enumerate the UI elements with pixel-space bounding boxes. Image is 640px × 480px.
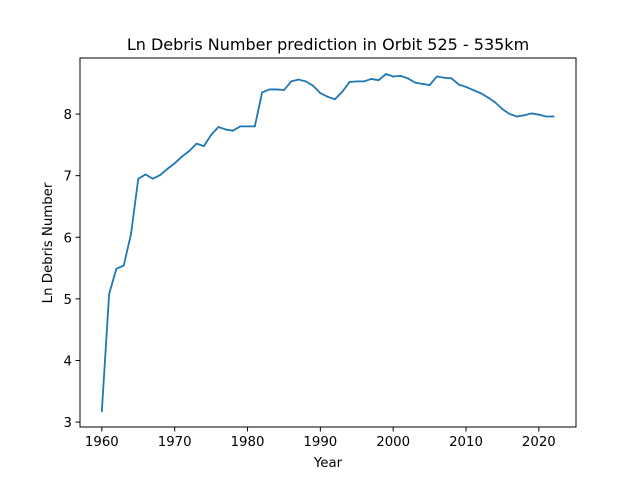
x-tick-label: 1990 (303, 435, 337, 450)
plot-area: 1960 1970 1980 1990 2000 2010 2020 3 4 5 6 7 8 (64, 57, 577, 450)
x-tick-label: 2010 (449, 435, 483, 450)
data-point (516, 115, 518, 118)
data-point (115, 267, 118, 270)
data-point (421, 82, 424, 85)
data-point (261, 91, 263, 94)
x-tick-label: 1970 (158, 435, 192, 450)
data-point (130, 233, 132, 236)
data-point (385, 73, 387, 75)
data-point (530, 112, 533, 115)
data-point (108, 293, 111, 295)
data-point (246, 125, 249, 128)
data-point (166, 167, 169, 170)
axes-frame (79, 57, 577, 428)
data-point (210, 134, 213, 136)
data-point (399, 74, 402, 77)
data-point (326, 95, 329, 98)
data-point (508, 113, 511, 115)
y-tick-label: 3 (64, 416, 72, 431)
data-point (370, 78, 373, 80)
data-point (100, 410, 103, 412)
data-point (195, 142, 198, 145)
data-point (173, 162, 176, 165)
data-point (202, 145, 205, 147)
data-point (217, 126, 220, 128)
data-point (304, 80, 307, 83)
data-point (151, 177, 154, 180)
data-point (443, 76, 446, 79)
data-point (465, 86, 467, 88)
data-point (144, 173, 147, 176)
data-point (122, 264, 125, 267)
x-axis-label: Year (313, 456, 343, 471)
data-point (377, 79, 380, 82)
data-point (435, 75, 438, 78)
data-point (253, 125, 256, 128)
data-point (137, 177, 140, 180)
y-axis-label: Ln Debris Number (41, 182, 56, 303)
data-point (239, 125, 242, 128)
x-tick-label: 2000 (376, 435, 410, 450)
data-point (319, 92, 322, 95)
y-tick-label: 4 (64, 354, 72, 369)
data-point (479, 92, 482, 95)
data-point (334, 98, 336, 101)
data-point (523, 114, 526, 117)
data-point (181, 155, 183, 158)
data-point (457, 83, 460, 86)
y-tick-label: 5 (64, 293, 72, 308)
data-point (290, 80, 293, 83)
x-tick-label: 2020 (522, 435, 556, 450)
chart-title: Ln Debris Number prediction in Orbit 525… (127, 35, 529, 54)
data-point (341, 90, 344, 93)
data-point (188, 150, 191, 152)
y-tick-label: 7 (64, 170, 72, 185)
data-point (224, 128, 227, 131)
data-point (414, 81, 416, 84)
data-point (283, 89, 285, 91)
data-point (348, 81, 351, 83)
x-tick-label: 1960 (85, 435, 119, 450)
data-point (537, 113, 540, 116)
data-point (363, 80, 365, 83)
data-point (312, 84, 314, 87)
data-point (486, 96, 489, 99)
data-point (275, 88, 278, 91)
data-point (406, 77, 409, 80)
data-point (159, 174, 162, 176)
data-point (428, 84, 431, 87)
y-tick-label: 6 (64, 231, 72, 246)
data-point (472, 89, 475, 91)
data-point (297, 78, 300, 81)
data-point (545, 115, 548, 118)
data-point (494, 101, 497, 104)
x-tick-label: 1980 (231, 435, 265, 450)
data-point (450, 77, 453, 80)
y-tick-label: 8 (64, 108, 72, 123)
data-point (268, 88, 271, 91)
data-point (552, 115, 555, 118)
data-point (501, 108, 504, 111)
data-point (392, 75, 395, 78)
data-point (232, 129, 234, 132)
data-point (355, 80, 358, 83)
